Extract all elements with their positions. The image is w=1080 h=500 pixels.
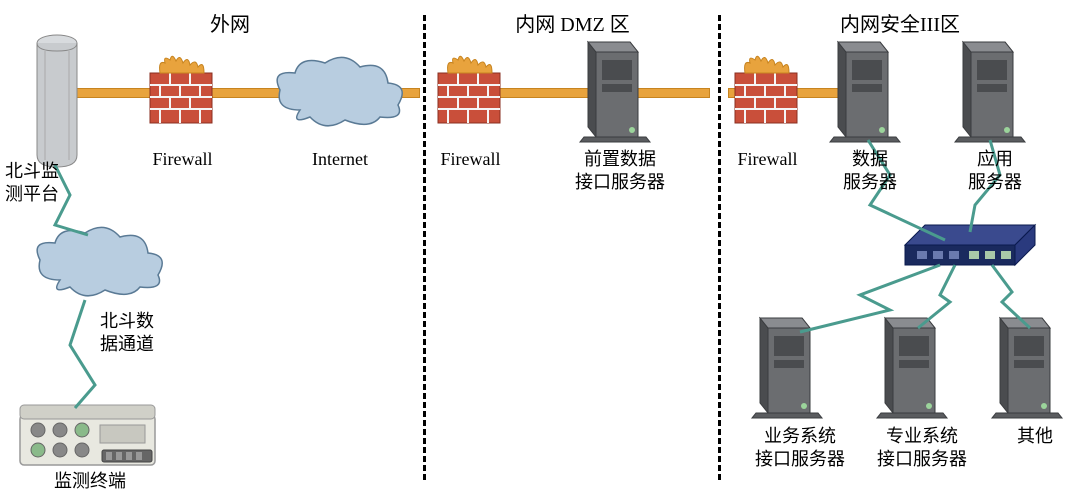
zone-divider xyxy=(423,15,426,480)
firewall-label: Firewall xyxy=(140,148,225,171)
server-icon xyxy=(877,318,947,418)
pro-server-label: 专业系统 接口服务器 xyxy=(862,425,982,472)
zone-title-secure: 内网安全III区 xyxy=(725,8,1075,37)
terminal-label: 监测终端 xyxy=(30,470,150,493)
network-bus xyxy=(728,88,868,98)
internet-label: Internet xyxy=(290,148,390,171)
front-server-label: 前置数据 接口服务器 xyxy=(560,148,680,195)
app-server-label: 应用 服务器 xyxy=(950,148,1040,195)
switch-icon xyxy=(905,225,1035,265)
other-server-label: 其他 xyxy=(990,425,1080,448)
server-icon xyxy=(752,318,822,418)
channel-label: 北斗数 据通道 xyxy=(100,310,170,357)
terminal-device-icon xyxy=(20,405,155,465)
server-icon xyxy=(992,318,1062,418)
biz-server-label: 业务系统 接口服务器 xyxy=(740,425,860,472)
server-icon xyxy=(955,42,1025,142)
network-bus xyxy=(440,88,710,98)
zone-divider xyxy=(718,15,721,480)
data-server-label: 数据 服务器 xyxy=(825,148,915,195)
cloud-icon xyxy=(37,227,162,295)
zone-title-external: 外网 xyxy=(40,8,420,37)
firewall-label: Firewall xyxy=(428,148,513,171)
network-bus xyxy=(50,88,420,98)
platform-label: 北斗监 测平台 xyxy=(5,160,75,207)
pillar-icon xyxy=(37,35,77,167)
zone-title-dmz: 内网 DMZ 区 xyxy=(430,8,715,37)
firewall-label: Firewall xyxy=(725,148,810,171)
